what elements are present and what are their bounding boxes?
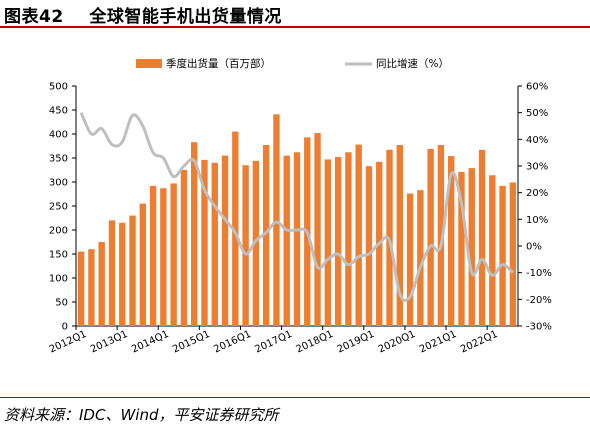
bar xyxy=(447,156,455,326)
chart-title: 全球智能手机出货量情况 xyxy=(89,7,282,27)
y-right-tick-label: 10% xyxy=(526,215,548,226)
y-left-tick-label: 500 xyxy=(49,82,68,93)
x-tick-label: 2014Q1 xyxy=(130,329,171,356)
bar xyxy=(201,159,208,326)
x-tick-label: 2015Q1 xyxy=(171,329,212,356)
y-left-tick-label: 300 xyxy=(49,178,68,189)
bar xyxy=(355,144,362,326)
bar xyxy=(293,152,301,326)
y-left-tick-label: 450 xyxy=(49,106,68,117)
bar xyxy=(489,175,496,326)
y-right-tick-label: -10% xyxy=(526,268,552,279)
legend-bar-label: 季度出货量（百万部） xyxy=(166,57,271,70)
figure-number: 图表42 xyxy=(4,7,64,27)
y-right-tick-label: 50% xyxy=(526,108,548,119)
bar xyxy=(478,149,486,326)
x-tick-label: 2022Q1 xyxy=(459,329,500,356)
y-left-tick-label: 50 xyxy=(55,298,68,309)
x-tick-label: 2020Q1 xyxy=(377,329,418,356)
bar xyxy=(396,145,403,326)
bar xyxy=(468,168,475,326)
bar xyxy=(170,183,177,326)
bar xyxy=(108,220,116,326)
bar xyxy=(242,165,249,326)
y-left-tick-label: 350 xyxy=(49,154,68,165)
bar xyxy=(334,157,342,326)
bar xyxy=(509,182,517,326)
bar xyxy=(262,145,270,326)
x-tick-label: 2012Q1 xyxy=(48,329,89,356)
bar xyxy=(221,155,229,326)
yoy-growth-line xyxy=(79,112,514,302)
source-note: 资料来源：IDC、Wind，平安证券研究所 xyxy=(4,406,279,424)
y-left-tick-label: 100 xyxy=(49,274,68,285)
x-tick-label: 2018Q1 xyxy=(294,329,335,356)
bar xyxy=(119,222,126,326)
y-right-tick-label: -20% xyxy=(526,295,552,306)
y-right-tick-label: 30% xyxy=(526,162,548,173)
bar xyxy=(160,188,167,326)
bottom-rule xyxy=(0,397,590,398)
bar xyxy=(406,193,414,326)
bar xyxy=(417,190,424,326)
y-right-tick-label: 20% xyxy=(526,188,548,199)
bar xyxy=(252,160,260,326)
bar xyxy=(273,114,280,326)
y-left-tick-label: 0 xyxy=(62,322,68,333)
bar xyxy=(191,142,198,326)
y-left-tick-label: 400 xyxy=(49,130,68,141)
bar xyxy=(211,162,218,326)
x-tick-label: 2016Q1 xyxy=(212,329,253,356)
bar xyxy=(324,159,332,326)
bar xyxy=(283,155,290,326)
y-right-tick-label: 60% xyxy=(526,82,548,93)
x-tick-label: 2021Q1 xyxy=(418,329,459,356)
bar xyxy=(232,131,239,326)
bar xyxy=(345,152,352,326)
bar xyxy=(499,185,506,326)
y-right-tick-label: 40% xyxy=(526,135,548,146)
bar xyxy=(365,166,373,326)
top-rule xyxy=(0,26,590,28)
y-left-tick-label: 250 xyxy=(49,202,68,213)
bar xyxy=(427,148,434,326)
bar xyxy=(139,203,147,326)
x-tick-label: 2013Q1 xyxy=(89,329,130,356)
y-right-tick-label: 0% xyxy=(526,242,542,253)
y-left-tick-label: 200 xyxy=(49,226,68,237)
x-tick-label: 2017Q1 xyxy=(253,329,294,356)
bar xyxy=(88,249,95,326)
bar xyxy=(314,133,321,326)
bar xyxy=(149,185,157,326)
shipments-chart: 季度出货量（百万部） 同比增速（%） 0 50 100 150 200 250 300 350 40… xyxy=(48,57,552,356)
bar xyxy=(458,171,465,326)
bar xyxy=(77,251,85,326)
y-right-tick-label: -30% xyxy=(526,322,552,333)
bar xyxy=(437,145,445,326)
figure-title: 图表42 全球智能手机出货量情况 xyxy=(4,2,282,27)
legend-bar-swatch xyxy=(136,59,162,68)
y-left-tick-label: 150 xyxy=(49,250,68,261)
bar xyxy=(129,215,136,326)
bar xyxy=(180,170,188,326)
x-tick-label: 2019Q1 xyxy=(336,329,377,356)
legend-line-label: 同比增速（%） xyxy=(376,57,449,70)
bar xyxy=(98,242,105,326)
